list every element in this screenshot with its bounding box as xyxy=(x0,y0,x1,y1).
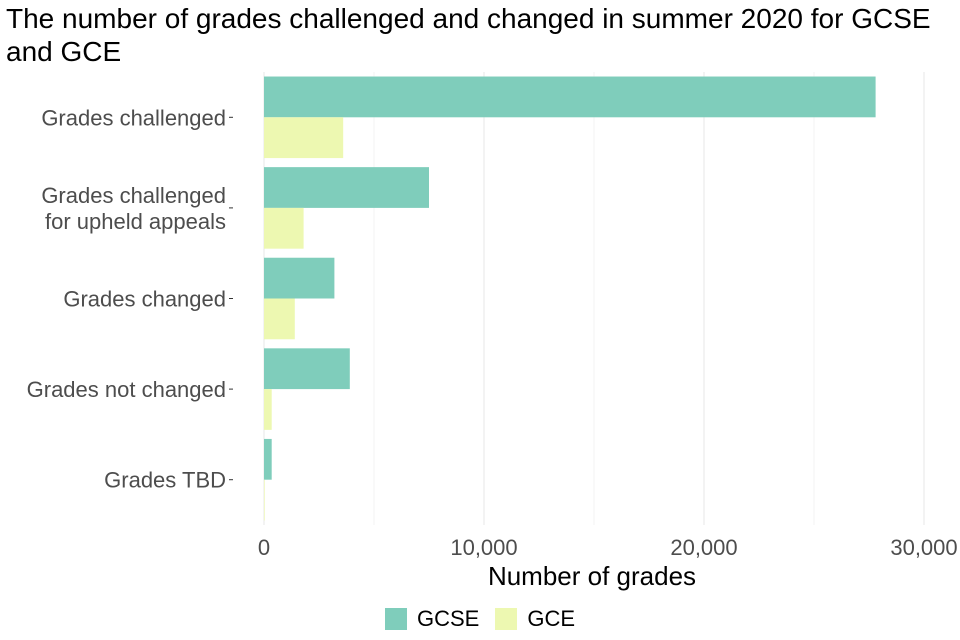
grid-lines xyxy=(263,72,925,525)
bar-gce xyxy=(264,479,265,521)
bar-gcse xyxy=(264,257,335,299)
bar-gcse xyxy=(264,438,272,480)
x-axis-title: Number of grades xyxy=(488,561,696,591)
x-axis-labels: 0 10,000 20,000 30,000 xyxy=(258,535,958,560)
x-tick-label: 30,000 xyxy=(890,535,957,560)
legend-swatch xyxy=(384,608,407,630)
legend-item-1: GCE xyxy=(495,606,575,632)
bar-gcse xyxy=(264,348,350,390)
legend: GCSE GCE xyxy=(0,602,960,636)
bar-gcse xyxy=(264,167,429,208)
y-tick-label: Grades challenged xyxy=(41,105,226,130)
x-tick-label: 0 xyxy=(258,535,270,560)
y-tick-label: Grades TBD xyxy=(104,468,226,493)
bars xyxy=(264,76,876,521)
legend-label: GCE xyxy=(527,606,576,631)
legend-label: GCSE xyxy=(416,606,480,631)
y-tick-label: Grades not changed xyxy=(27,377,226,402)
y-tick-label: for upheld appeals xyxy=(45,209,226,234)
chart-title: The number of grades challenged and chan… xyxy=(6,3,931,67)
bar-gcse xyxy=(264,76,876,118)
legend-item-0: GCSE xyxy=(384,606,480,632)
y-tick-label: Grades changed xyxy=(63,287,226,312)
x-tick-label: 10,000 xyxy=(450,535,517,560)
bar-gce xyxy=(264,298,295,340)
legend-swatch xyxy=(495,608,518,630)
x-tick-label: 20,000 xyxy=(670,535,737,560)
bar-gce xyxy=(264,207,304,249)
bar-gce xyxy=(264,389,272,430)
y-tick-label: Grades challenged xyxy=(41,183,226,208)
bar-gce xyxy=(264,117,344,159)
